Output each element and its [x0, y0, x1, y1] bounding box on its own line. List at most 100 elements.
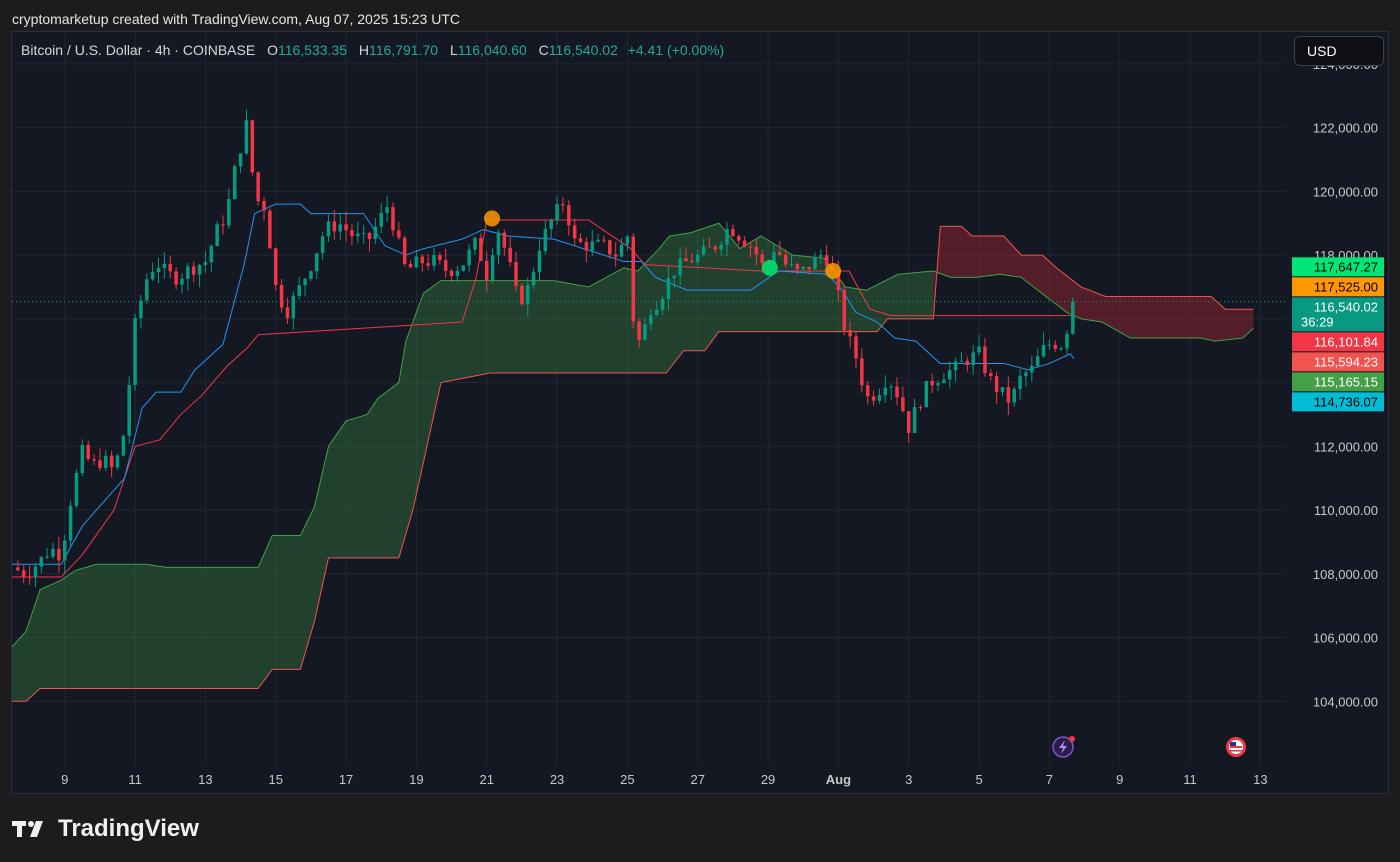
candle-body [133, 317, 137, 386]
y-tick-label: 120,000.00 [1313, 184, 1378, 199]
x-tick-label: 11 [128, 772, 142, 787]
candle-body [608, 240, 612, 255]
candle-body [783, 254, 788, 265]
candle-body [625, 236, 630, 245]
x-tick-label: 23 [550, 772, 564, 787]
candle-body [45, 556, 49, 558]
candle-body [303, 278, 307, 286]
candle-body [262, 201, 266, 211]
y-tick-label: 122,000.00 [1313, 121, 1378, 136]
candle-body [33, 566, 38, 578]
candle-body [98, 460, 102, 468]
symbol-title[interactable]: Bitcoin / U.S. Dollar · 4h · COINBASE [21, 42, 256, 58]
x-tick-label: 13 [198, 772, 212, 787]
candle-body [496, 232, 501, 256]
candle-body [924, 380, 929, 408]
candle-body [549, 220, 553, 229]
candle-body [27, 576, 32, 578]
tradingview-logo[interactable]: TradingView [12, 815, 199, 843]
close-value: 116,540.02 [548, 42, 618, 58]
candle-body [742, 240, 747, 247]
candle-body [684, 258, 688, 262]
candle-body [567, 205, 571, 226]
candle-body [109, 455, 114, 468]
y-tick-label: 112,000.00 [1314, 439, 1378, 454]
candle-body [778, 252, 782, 255]
candle-body [590, 241, 594, 251]
candle-body [215, 224, 219, 247]
candle-body [127, 385, 131, 436]
candle-body [315, 253, 319, 272]
lightning-icon[interactable] [1052, 736, 1075, 758]
price-tag-leading-span-b [1292, 332, 1384, 352]
candle-body [379, 212, 383, 227]
candle-body [1053, 344, 1058, 349]
price-tag-label: 116,540.02 [1314, 299, 1378, 314]
candle-body [737, 236, 741, 241]
candle-body [221, 224, 225, 226]
candle-body [508, 247, 512, 263]
x-tick-label: 25 [620, 772, 634, 787]
x-tick-label: 29 [761, 772, 775, 787]
candle-body [953, 361, 958, 371]
close-label: C [538, 42, 549, 58]
candle-body [297, 285, 301, 296]
candle-body [596, 239, 600, 242]
candle-body [356, 233, 360, 237]
candle-body [256, 172, 260, 202]
brand-name: TradingView [58, 815, 199, 842]
candle-body [74, 472, 79, 506]
footer-bar [0, 795, 1400, 862]
x-tick-label: Aug [826, 772, 851, 787]
candlesticks [12, 109, 1285, 588]
x-tick-label: 9 [61, 772, 68, 787]
candle-body [701, 246, 706, 255]
price-tag-label: 117,525.00 [1314, 279, 1378, 294]
us-flag-icon[interactable] [1226, 737, 1246, 757]
candle-body [860, 358, 864, 386]
cloud-bearish [933, 226, 1254, 342]
x-tick-label: 5 [975, 772, 982, 787]
open-value: 116,533.35 [277, 42, 347, 58]
candle-body [104, 455, 108, 468]
price-tag-label: 116,101.84 [1314, 334, 1378, 349]
candle-body [537, 250, 542, 273]
candle-body [543, 228, 548, 251]
candle-body [994, 376, 999, 392]
candle-body [643, 324, 647, 341]
candle-body [432, 254, 436, 266]
x-tick-label: 3 [905, 772, 912, 787]
candle-body [731, 229, 735, 237]
price-tag-kijun [1292, 277, 1384, 297]
candle-body [1024, 372, 1028, 376]
price-tag-span-a-current [1292, 372, 1384, 392]
candle-body [690, 261, 694, 263]
candle-body [942, 379, 946, 384]
candle-body [584, 241, 589, 251]
candle-body [977, 346, 981, 353]
candle-body [186, 266, 190, 279]
open-label: O [267, 42, 278, 58]
candle-body [180, 278, 184, 285]
candle-body [1059, 348, 1063, 350]
candle-body [707, 246, 712, 248]
candle-body [227, 199, 231, 226]
candle-body [678, 258, 682, 276]
currency-button[interactable]: USD [1294, 36, 1384, 66]
attribution-bar: cryptomarketup created with TradingView.… [0, 0, 1400, 30]
change-value: +4.41 (+0.00%) [627, 42, 725, 58]
candle-body [695, 254, 700, 263]
low-value: 116,040.60 [457, 42, 527, 58]
price-tag-last [1292, 297, 1384, 332]
candle-body [244, 120, 249, 154]
candle-body [426, 263, 430, 266]
x-tick-label: 21 [480, 772, 494, 787]
leading-span-a-line [11, 222, 1254, 648]
candle-body [145, 279, 149, 301]
candle-body [613, 254, 618, 257]
candle-body [467, 249, 471, 266]
candle-body [1035, 356, 1040, 366]
conversion-line [12, 203, 1075, 565]
candle-body [1041, 345, 1046, 357]
